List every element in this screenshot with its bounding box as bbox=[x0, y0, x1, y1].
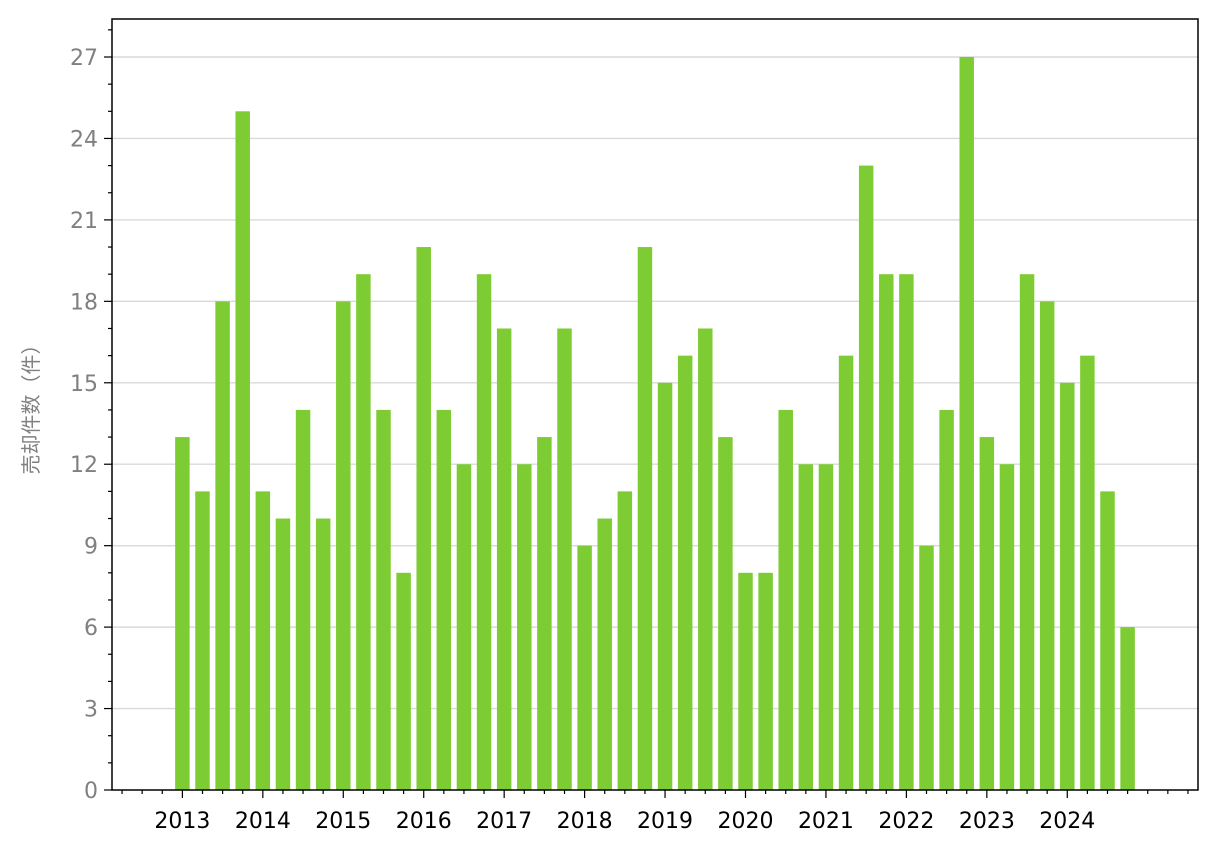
bar bbox=[798, 464, 814, 790]
bar bbox=[1080, 355, 1095, 790]
x-tick-label: 2015 bbox=[315, 809, 371, 834]
y-tick-label: 3 bbox=[84, 698, 98, 723]
bar bbox=[416, 247, 431, 791]
bar bbox=[637, 247, 653, 791]
bar bbox=[577, 545, 592, 790]
bar bbox=[939, 409, 954, 790]
bars bbox=[175, 57, 1135, 791]
bar bbox=[557, 328, 572, 790]
bar bbox=[899, 274, 914, 790]
bar bbox=[295, 409, 311, 790]
bar bbox=[356, 274, 371, 790]
bar bbox=[517, 464, 532, 790]
x-tick-label: 2022 bbox=[878, 809, 934, 834]
bar bbox=[235, 111, 250, 791]
bar bbox=[597, 518, 612, 790]
bar bbox=[476, 274, 492, 790]
y-tick-label: 21 bbox=[70, 209, 98, 234]
grid-lines bbox=[112, 56, 1198, 710]
bar bbox=[617, 491, 633, 790]
y-tick-label: 12 bbox=[70, 453, 98, 478]
y-axis: 0 3 6 9 12 15 18 21 24 27 bbox=[70, 29, 112, 804]
y-tick-label: 18 bbox=[70, 290, 98, 315]
bar bbox=[738, 572, 753, 790]
bar bbox=[195, 491, 210, 790]
y-tick-label: 6 bbox=[84, 616, 98, 641]
bar bbox=[396, 572, 411, 790]
bar bbox=[778, 409, 793, 790]
x-tick-label: 2018 bbox=[557, 809, 613, 834]
bar bbox=[315, 518, 331, 790]
bar bbox=[677, 355, 693, 790]
bar bbox=[858, 165, 874, 791]
bar bbox=[436, 409, 452, 790]
bar bbox=[456, 464, 472, 790]
y-tick-label: 24 bbox=[70, 127, 98, 152]
y-tick-label: 27 bbox=[70, 46, 98, 71]
bar bbox=[376, 409, 391, 790]
bar bbox=[657, 382, 673, 790]
bar bbox=[336, 301, 351, 790]
bar bbox=[215, 301, 230, 790]
y-tick-label: 15 bbox=[70, 372, 98, 397]
bar bbox=[959, 57, 974, 791]
bar bbox=[175, 437, 190, 790]
x-tick-label: 2020 bbox=[718, 809, 774, 834]
bar bbox=[496, 328, 512, 790]
bar bbox=[758, 572, 773, 790]
x-tick-label: 2014 bbox=[235, 809, 291, 834]
y-tick-label: 9 bbox=[84, 535, 98, 560]
x-tick-label: 2016 bbox=[396, 809, 452, 834]
bar bbox=[1120, 627, 1135, 790]
x-tick-label: 2017 bbox=[476, 809, 532, 834]
x-tick-label: 2019 bbox=[637, 809, 693, 834]
bar bbox=[255, 491, 271, 790]
bar bbox=[1100, 491, 1115, 790]
bar bbox=[879, 274, 894, 790]
bar bbox=[818, 464, 834, 790]
x-tick-label: 2024 bbox=[1039, 809, 1095, 834]
bar bbox=[1060, 382, 1075, 790]
bar bbox=[999, 464, 1015, 790]
x-tick-label: 2021 bbox=[798, 809, 854, 834]
bar bbox=[838, 355, 854, 790]
bar bbox=[718, 437, 733, 790]
bar bbox=[275, 518, 291, 790]
y-axis-title: 売却件数（件） bbox=[19, 335, 43, 475]
x-axis: 2013 2014 2015 2016 2017 2018 2019 2020 2021 2022… bbox=[121, 790, 1189, 834]
plot-frame bbox=[111, 18, 1199, 791]
y-tick-label: 0 bbox=[84, 779, 98, 804]
x-tick-label: 2013 bbox=[154, 809, 210, 834]
bar bbox=[1039, 301, 1055, 790]
bar bbox=[919, 545, 934, 790]
bar bbox=[537, 437, 552, 790]
bar bbox=[698, 328, 713, 790]
bar bbox=[979, 437, 995, 790]
x-tick-label: 2023 bbox=[959, 809, 1015, 834]
bar bbox=[1019, 274, 1035, 790]
